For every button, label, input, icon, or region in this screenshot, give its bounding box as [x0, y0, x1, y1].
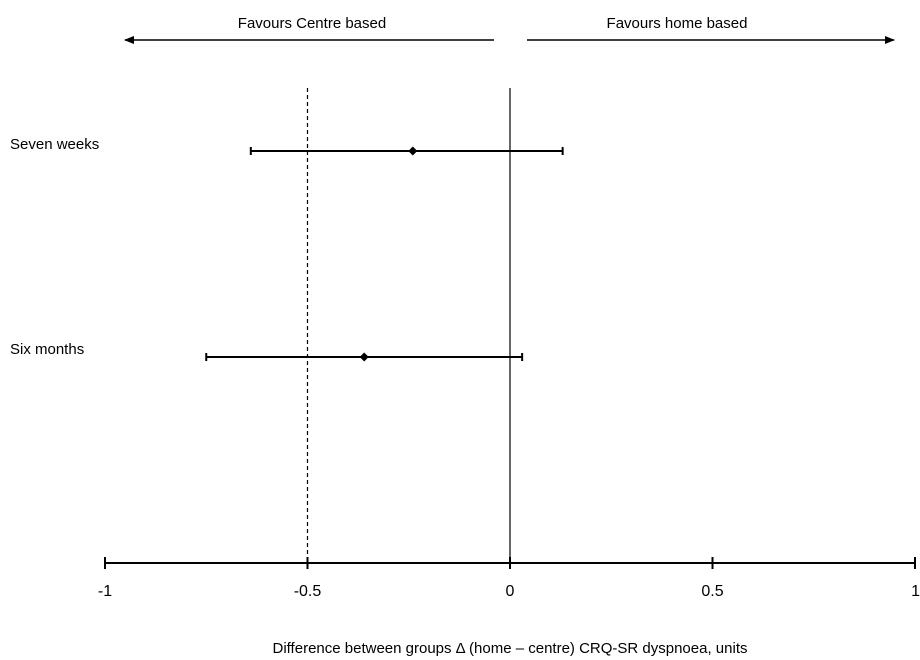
x-axis-title: Difference between groups Δ (home – cent…	[273, 640, 748, 657]
row-label: Six months	[10, 341, 84, 358]
point-estimate	[408, 146, 418, 156]
row-label: Seven weeks	[10, 136, 99, 153]
x-axis-ticks: -1 -0.5 0 0.5 1	[98, 557, 920, 600]
row-six-months: Six months	[10, 341, 524, 362]
favours-centre-label: Favours Centre based	[238, 15, 386, 32]
x-tick-label: 0.5	[701, 583, 723, 600]
x-tick-label: -1	[98, 583, 112, 600]
reference-lines	[306, 88, 511, 560]
row-seven-weeks: Seven weeks	[10, 136, 564, 156]
point-estimate	[359, 352, 369, 362]
x-tick-label: 0	[506, 583, 515, 600]
estimate-rows: Seven weeks Six months	[10, 136, 564, 362]
x-tick-label: -0.5	[294, 583, 322, 600]
favours-home-label: Favours home based	[607, 15, 748, 32]
x-tick-label: 1	[911, 583, 920, 600]
